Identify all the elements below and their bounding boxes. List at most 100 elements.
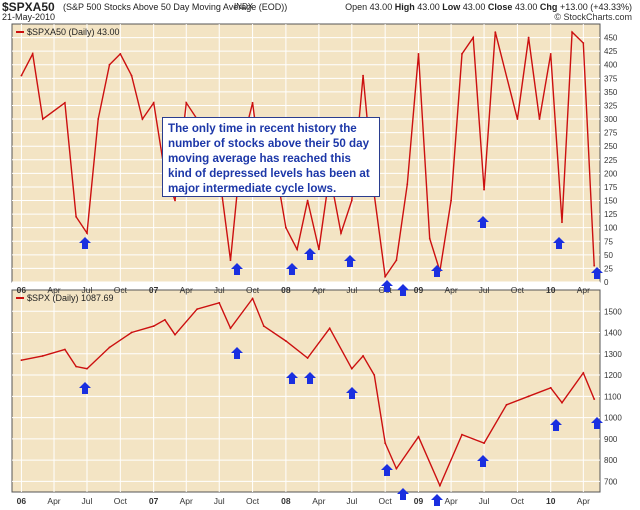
y-tick-label: 800 xyxy=(604,456,618,465)
data-point xyxy=(86,232,88,235)
x-tick-label: Oct xyxy=(511,496,525,506)
data-point xyxy=(218,301,221,304)
x-tick-label: Oct xyxy=(246,285,260,295)
x-tick-label: Jul xyxy=(479,496,490,506)
x-tick-label: Apr xyxy=(47,496,60,506)
x-tick-label: Jul xyxy=(214,285,225,295)
data-point xyxy=(75,215,78,218)
data-point xyxy=(483,188,485,191)
data-point xyxy=(251,101,254,104)
y-tick-label: 325 xyxy=(604,101,618,110)
y-tick-label: 350 xyxy=(604,88,618,97)
data-point xyxy=(284,226,287,229)
y-tick-label: 425 xyxy=(604,47,618,56)
data-point xyxy=(262,325,265,328)
up-arrow-icon xyxy=(397,488,409,500)
up-arrow-icon xyxy=(346,387,358,399)
data-point xyxy=(582,42,585,44)
y-tick-label: 700 xyxy=(604,477,618,486)
up-arrow-icon xyxy=(304,372,316,384)
legend-label: $SPX (Daily) 1087.69 xyxy=(27,293,114,303)
x-tick-label: Jul xyxy=(82,285,93,295)
data-point xyxy=(251,297,254,300)
data-point xyxy=(417,52,420,55)
data-point xyxy=(350,199,353,202)
data-point xyxy=(571,31,574,34)
y-tick-label: 1200 xyxy=(604,371,622,380)
annotation-box: The only time in recent history the numb… xyxy=(162,117,380,197)
data-point xyxy=(505,403,508,406)
data-point xyxy=(527,395,530,398)
y-tick-label: 225 xyxy=(604,156,618,165)
y-tick-label: 1300 xyxy=(604,350,622,359)
annotation-text: The only time in recent history the numb… xyxy=(168,122,370,195)
chart-exchange: INDX xyxy=(234,2,254,11)
data-point xyxy=(384,275,387,278)
data-point xyxy=(350,367,353,370)
ohlc-readout: Open 43.00 High 43.00 Low 43.00 Close 43… xyxy=(345,2,632,12)
data-point xyxy=(41,118,44,120)
x-tick-label: Apr xyxy=(312,285,325,295)
data-point xyxy=(472,36,475,39)
up-arrow-icon xyxy=(381,280,393,292)
up-arrow-icon xyxy=(231,347,243,359)
x-tick-label: Oct xyxy=(511,285,525,295)
data-point xyxy=(41,355,44,357)
data-point xyxy=(561,221,563,224)
legend-spxa50: $SPXA50 (Daily) 43.00 xyxy=(16,27,120,37)
y-tick-label: 75 xyxy=(604,237,613,246)
data-point xyxy=(163,318,166,321)
up-arrow-icon xyxy=(591,267,603,279)
data-point xyxy=(494,31,497,34)
data-point xyxy=(75,365,78,368)
data-point xyxy=(141,118,144,120)
data-point xyxy=(340,232,342,235)
chart-subheader: 21-May-2010 © StockCharts.com xyxy=(0,12,640,23)
data-point xyxy=(63,348,66,351)
x-tick-label: Apr xyxy=(180,496,193,506)
x-tick-label: Apr xyxy=(444,285,457,295)
x-tick-label: 08 xyxy=(281,285,291,295)
data-point xyxy=(527,36,530,39)
data-point xyxy=(119,52,122,55)
up-arrow-icon xyxy=(286,263,298,275)
data-point xyxy=(373,374,376,376)
x-tick-label: Oct xyxy=(379,496,393,506)
data-point xyxy=(229,327,232,330)
x-tick-label: Apr xyxy=(47,285,60,295)
up-arrow-icon xyxy=(397,284,409,296)
x-tick-label: Jul xyxy=(346,496,357,506)
x-tick-label: Oct xyxy=(114,285,128,295)
data-point xyxy=(130,331,133,334)
y-tick-label: 1500 xyxy=(604,307,622,316)
data-point xyxy=(561,401,563,404)
x-tick-label: 08 xyxy=(281,496,291,506)
y-tick-label: 150 xyxy=(604,197,618,206)
x-tick-label: Oct xyxy=(246,496,260,506)
up-arrow-icon xyxy=(344,255,356,267)
data-point xyxy=(328,327,331,330)
data-point xyxy=(174,333,176,336)
up-arrow-icon xyxy=(79,237,91,249)
data-point xyxy=(582,372,585,374)
up-arrow-icon xyxy=(477,455,489,467)
y-tick-label: 250 xyxy=(604,142,618,151)
data-point xyxy=(97,118,100,120)
data-point xyxy=(417,435,420,438)
x-tick-label: Apr xyxy=(180,285,193,295)
data-point xyxy=(63,101,66,104)
data-point xyxy=(152,101,155,104)
y-tick-label: 400 xyxy=(604,61,618,70)
x-tick-label: Jul xyxy=(82,496,93,506)
x-tick-label: 09 xyxy=(414,285,424,295)
y-tick-label: 1000 xyxy=(604,414,622,423)
up-arrow-icon xyxy=(79,382,91,394)
x-tick-label: 06 xyxy=(17,285,27,295)
chart-description: (S&P 500 Stocks Above 50 Day Moving Aver… xyxy=(63,2,288,12)
y-tick-label: 25 xyxy=(604,264,613,273)
chart-date: 21-May-2010 xyxy=(2,12,56,22)
chart-symbol: $SPXA50 xyxy=(2,0,55,14)
data-point xyxy=(438,484,441,487)
data-point xyxy=(516,118,519,120)
